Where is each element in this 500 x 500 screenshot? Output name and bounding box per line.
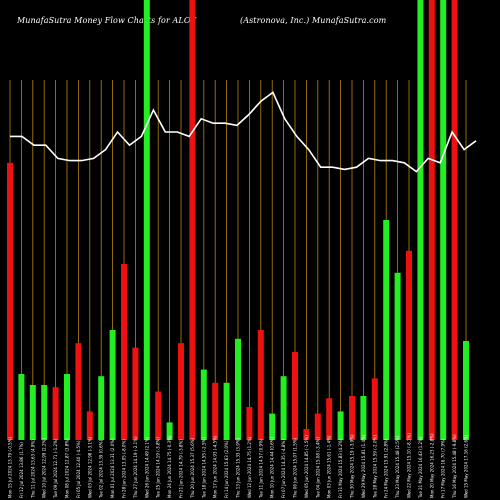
x-tick-label: Fri 07 Jun 2024 14.35 (-4.8%) [281, 439, 286, 498]
money-flow-bar [406, 250, 412, 440]
x-tick-label: Thu 30 May 2024 15.19 (-3.9%) [350, 434, 355, 499]
x-tick-label: Tue 09 Jul 2024 12.71 (-1.2%) [53, 438, 58, 499]
x-tick-label: Fri 28 Jun 2024 13.05 (-8.0%) [122, 439, 127, 498]
money-flow-bar [326, 398, 333, 440]
money-flow-bar [64, 374, 70, 440]
x-tick-label: Mon 01 Jul 2024 13.31 (2.0%) [110, 438, 115, 498]
money-flow-bar [337, 411, 344, 440]
x-tick-label: Thu 06 Jun 2024 15.07 (1.5%) [293, 437, 298, 499]
x-tick-label: Tue 28 May 2024 15.59 (-2.0%) [372, 435, 377, 499]
money-flow-bar [360, 396, 367, 440]
money-flow-bar [7, 162, 13, 441]
money-flow-bar [451, 0, 458, 440]
money-flow-bar [189, 0, 196, 440]
money-flow-bar [212, 382, 219, 440]
money-flow-bar [18, 374, 25, 440]
money-flow-bar [394, 272, 401, 440]
x-tick-label: Wed 15 May 2024 17.16 (2.6%) [464, 434, 469, 498]
x-tick-label: Fri 05 Jul 2024 12.40 (-4.5%) [76, 440, 81, 498]
money-flow-bar [371, 378, 378, 440]
x-tick-label: Wed 05 Jun 2024 14.85 (-1.5%) [304, 435, 309, 498]
money-flow-bar [109, 330, 116, 440]
money-flow-bar [223, 382, 230, 440]
x-tick-label: Fri 24 May 2024 15.91 (2.8%) [384, 438, 389, 498]
x-tick-label: Fri 17 May 2024 16.70 (7.9%) [441, 438, 446, 498]
x-tick-label: Mon 24 Jun 2024 14.75 (-0.3%) [167, 435, 172, 498]
price-line [10, 91, 477, 173]
x-tick-label: Tue 18 Jun 2024 14.55 (-2.5%) [201, 437, 206, 499]
money-flow-bar [314, 413, 321, 440]
money-flow-bar [98, 376, 105, 440]
money-flow-bar [280, 376, 287, 440]
x-tick-label: Thu 27 Jun 2024 14.19 (-2.1%) [133, 436, 138, 499]
x-tick-label: Tue 25 Jun 2024 14.19 (-3.8%) [156, 437, 161, 499]
x-tick-label: Mon 15 Jul 2024 13.79 (-0.5%) [8, 436, 13, 498]
x-tick-label: Thu 23 May 2024 15.48 (2.5%) [395, 435, 400, 499]
money-flow-bar [292, 352, 298, 440]
money-flow-bar [86, 411, 93, 440]
x-tick-label: Mon 03 Jun 2024 15.61 (-1.4%) [327, 435, 332, 498]
x-tick-label: Wed 22 May 2024 15.10 (-8.1%) [407, 433, 412, 498]
money-flow-bar [349, 396, 355, 440]
money-flow-bar [75, 343, 82, 440]
x-tick-label: Mon 08 Jul 2024 12.87 (3.8%) [65, 438, 70, 498]
x-tick-label: Thu 11 Jul 2024 13.63 (4.9%) [30, 439, 35, 499]
money-flow-bar [52, 387, 59, 440]
money-flow-bar [246, 407, 253, 440]
money-flow-bar [383, 220, 390, 440]
money-flow-bar [235, 338, 241, 440]
x-tick-label: Mon 10 Jun 2024 14.44 (0.6%) [270, 437, 275, 498]
chart-subtitle: (Astronova, Inc.) MunafaSutra.com [240, 16, 387, 25]
x-tick-label: Tue 02 Jul 2024 13.39 (0.6%) [99, 440, 104, 499]
money-flow-bar [178, 343, 184, 440]
x-tick-label: Tue 04 Jun 2024 15.08 (-3.4%) [315, 437, 320, 499]
money-flow-bar [155, 391, 162, 440]
x-tick-label: Thu 13 Jun 2024 15.33 (3.9%) [236, 437, 241, 499]
x-tick-label: Mon 17 Jun 2024 14.93 (-4.5%) [213, 435, 218, 498]
money-flow-bar [269, 413, 276, 440]
money-flow-bar [143, 0, 150, 440]
x-tick-label: Wed 26 Jun 2024 14.49 (2.1%) [144, 436, 149, 498]
chart-title: MunafaSutra Money Flow Charts for ALOT [17, 16, 196, 25]
x-tick-label: Wed 12 Jun 2024 14.75 (1.2%) [247, 436, 252, 498]
x-tick-label: Fri 21 Jun 2024 14.79 (-3.8%) [179, 439, 184, 498]
x-tick-label: Wed 29 May 2024 15.81 (1.4%) [361, 434, 366, 498]
money-flow-bar [29, 385, 36, 440]
money-flow-bar [121, 264, 127, 440]
money-flow-bar [41, 385, 48, 440]
x-tick-label: Fri 14 Jun 2024 15.63 (2.0%) [224, 440, 229, 498]
money-flow-bar [200, 369, 207, 440]
money-flow-bar [440, 0, 447, 440]
money-flow-bar [463, 341, 469, 440]
x-tick-label: Mon 20 May 2024 16.23 (-2.8%) [429, 433, 434, 498]
money-flow-bar [428, 0, 435, 440]
money-flow-bar [257, 330, 264, 440]
x-tick-label: Wed 10 Jul 2024 12.99 (2.2%) [42, 438, 47, 498]
money-flow-bar [303, 429, 310, 440]
x-tick-label: Thu 20 Jun 2024 15.37 (5.6%) [190, 437, 195, 499]
x-tick-label: Fri 31 May 2024 15.83 (4.2%) [338, 438, 343, 498]
x-tick-label: Thu 16 May 2024 15.48 (-9.8%) [452, 434, 457, 499]
x-tick-label: Fri 12 Jul 2024 13.86 (1.7%) [19, 442, 24, 498]
x-tick-label: Tue 21 May 2024 16.43 (1.2%) [418, 436, 423, 499]
money-flow-bar [417, 0, 424, 440]
x-tick-label: Tue 11 Jun 2024 14.57 (0.9%) [258, 438, 263, 499]
x-tick-label: Wed 03 Jul 2024 12.98 (-3.1%) [87, 436, 92, 498]
money-flow-bar [166, 422, 173, 440]
money-flow-bar [132, 347, 139, 440]
